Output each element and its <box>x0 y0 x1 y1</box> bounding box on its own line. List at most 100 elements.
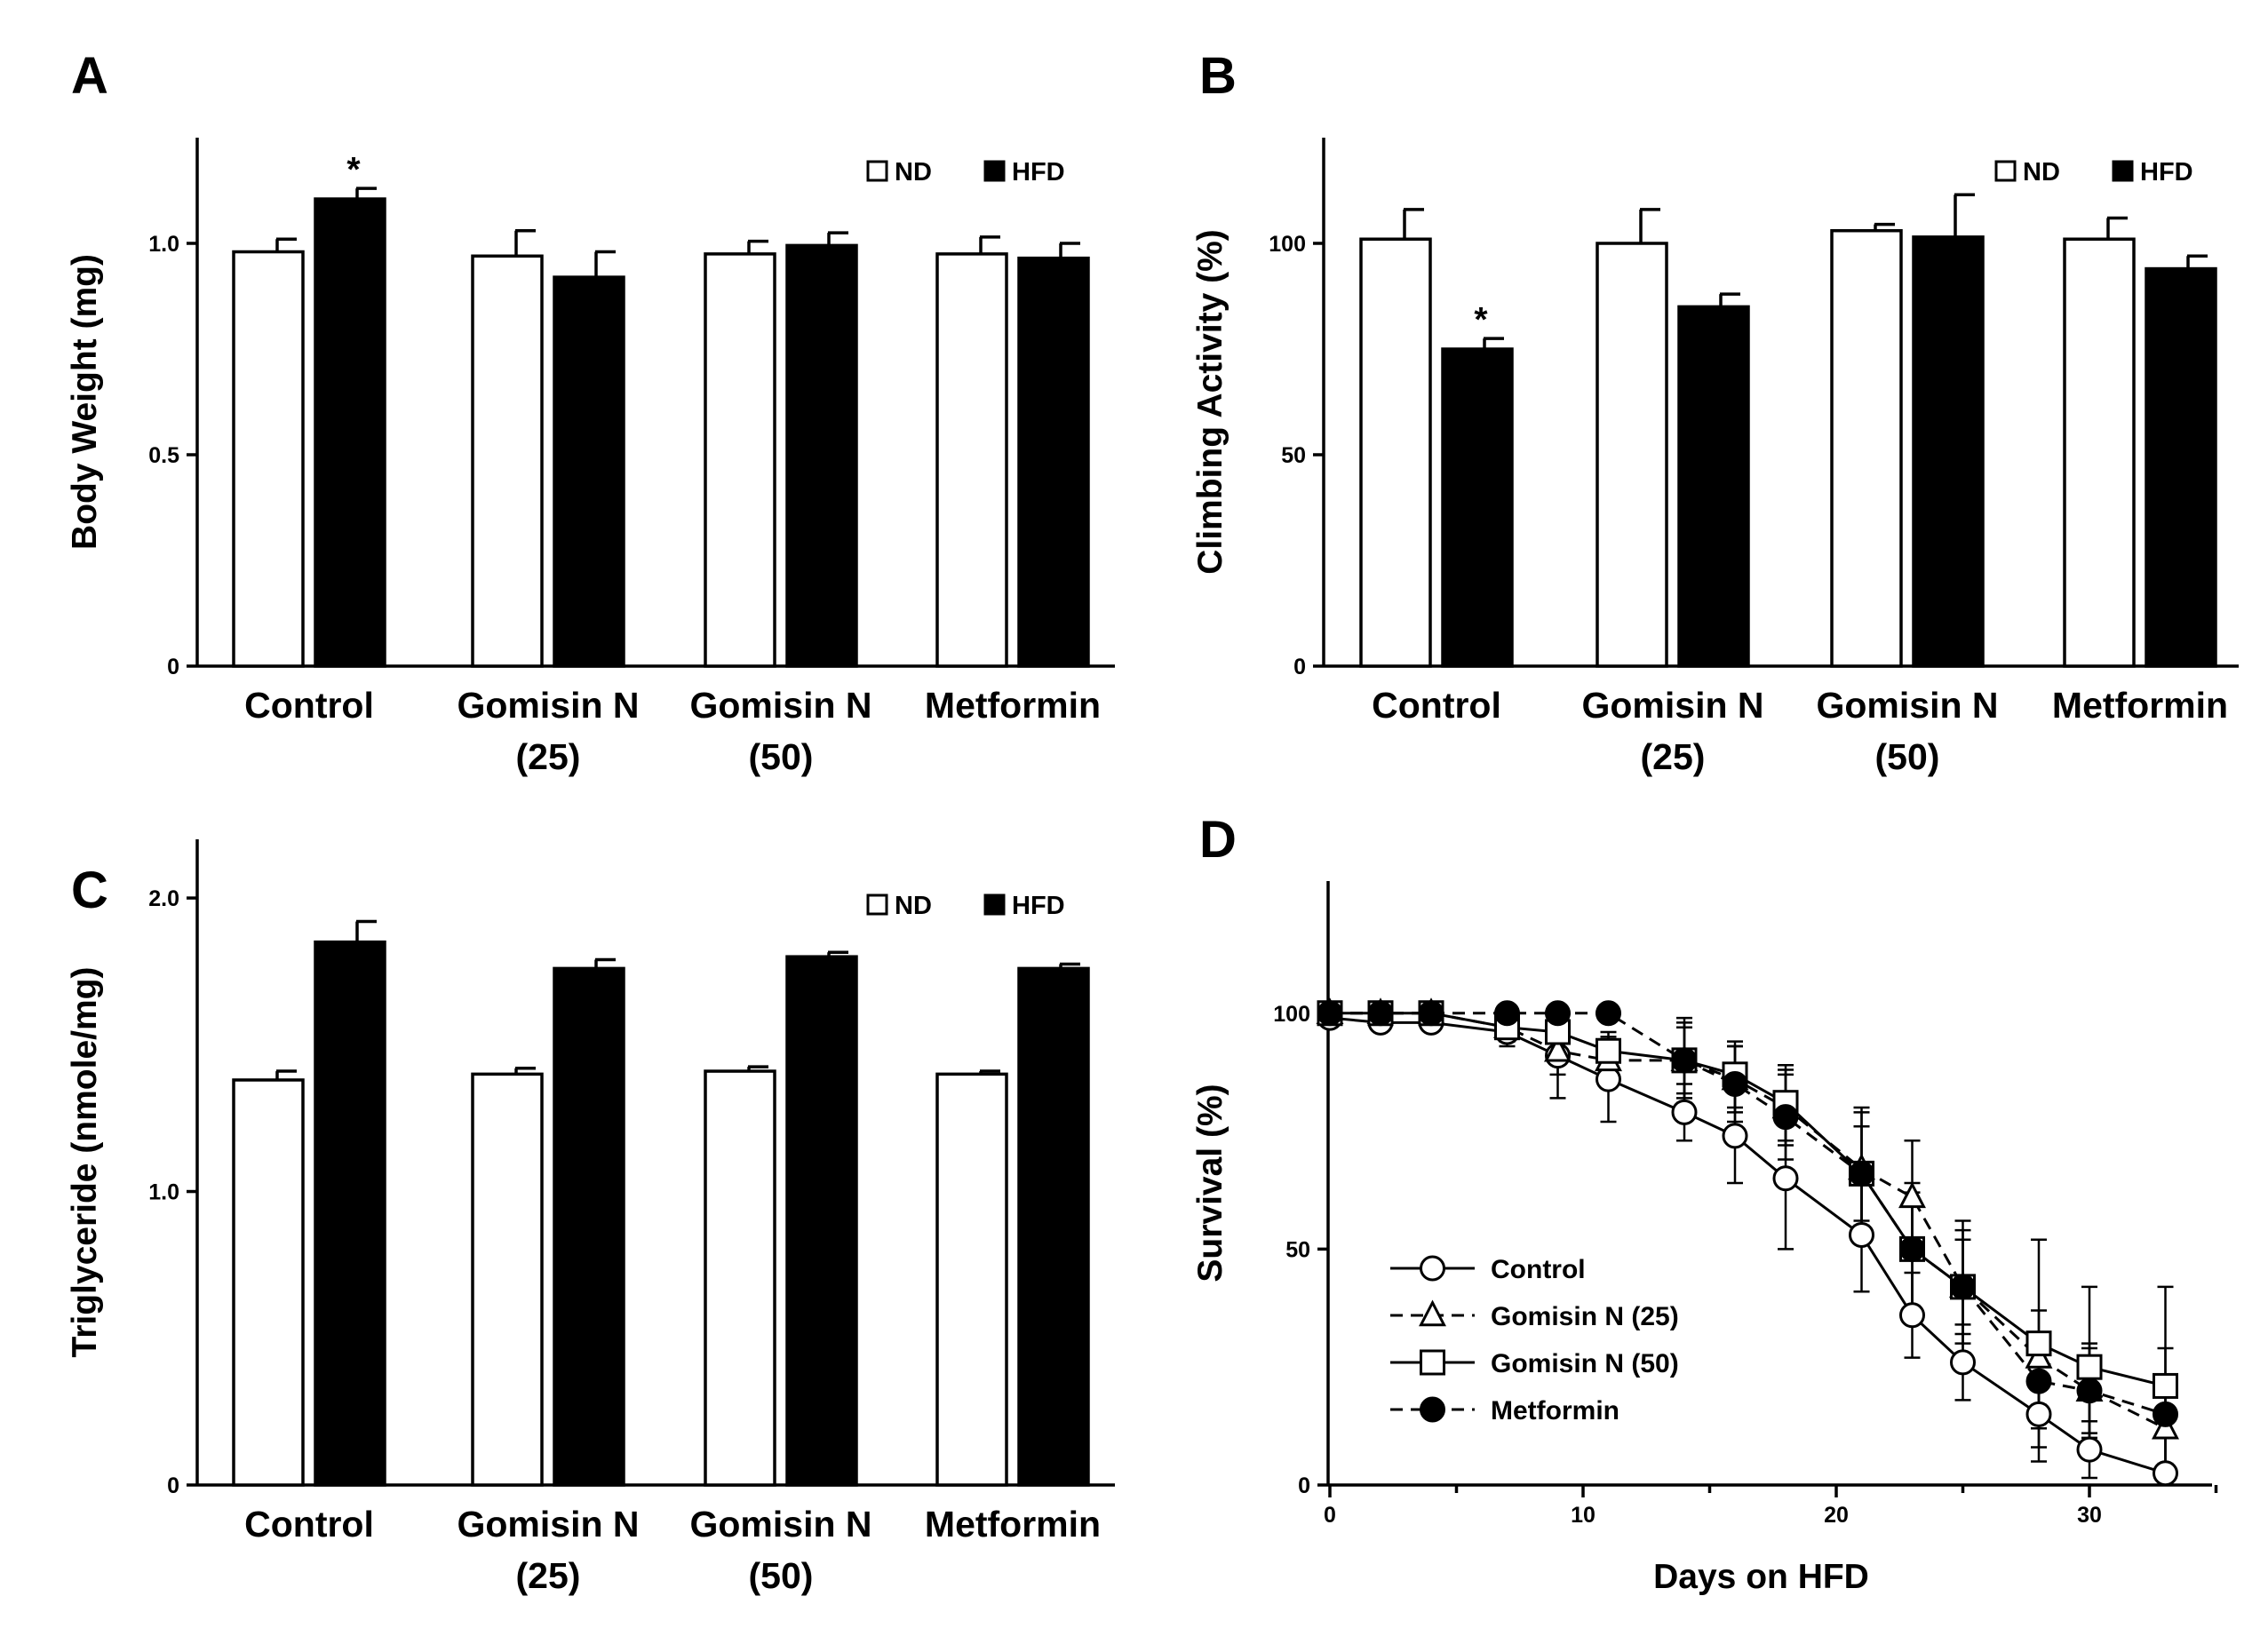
legend-swatch-nd <box>1994 160 2017 182</box>
data-point-gomisin-n-50 <box>2025 1330 2052 1357</box>
data-point-gomisin-n-50 <box>2076 1354 2103 1380</box>
bar-hfd <box>1017 966 1090 1487</box>
bar-hfd <box>314 197 386 668</box>
y-tick-label: 0.5 <box>148 443 179 468</box>
category-label: Control <box>244 685 374 726</box>
legend-label: HFD <box>1012 892 1065 920</box>
panel-letter-b: B <box>1199 47 1237 105</box>
bar-nd <box>935 252 1008 668</box>
data-point-metformin <box>1418 1000 1444 1027</box>
y-tick-label: 0 <box>1298 1473 1310 1498</box>
category-label: Gomisin N <box>457 1504 639 1545</box>
y-tick-label: 50 <box>1281 443 1306 468</box>
y-tick-label: 100 <box>1269 232 1306 257</box>
legend-marker <box>1420 1255 1445 1282</box>
significance-asterisk: * <box>1474 301 1488 339</box>
bar-nd <box>2063 237 2136 668</box>
panel-a: A 0 0.5 1.0 Body Weight (mg) * Control Gomisin… <box>66 47 1115 777</box>
data-point-metformin <box>1899 1235 1925 1262</box>
legend-swatch-nd <box>866 893 888 916</box>
y-tick-label: 0 <box>167 1473 179 1498</box>
panel-letter-d: D <box>1199 811 1237 869</box>
data-point-gomisin-n-25 <box>1544 1035 1572 1062</box>
bar-hfd <box>553 275 625 668</box>
y-axis-label: Triglyceride (nmole/mg) <box>66 967 104 1358</box>
category-label: Gomisin N <box>457 685 639 726</box>
y-axis-label: Survival (%) <box>1191 1084 1229 1282</box>
legend-label: ND <box>895 892 932 920</box>
legend-label: ND <box>2023 158 2060 187</box>
data-point-gomisin-n-50 <box>2153 1372 2178 1399</box>
data-point-control <box>2076 1436 2103 1463</box>
y-axis-label: Climbing Activity (%) <box>1191 229 1229 575</box>
data-point-control <box>1722 1123 1748 1149</box>
x-axis-label: Days on HFD <box>1653 1558 1869 1596</box>
panel-letter-a: A <box>71 47 108 105</box>
y-tick-label: 2.0 <box>148 886 179 911</box>
legend-swatch-hfd <box>983 893 1006 916</box>
category-label: (50) <box>749 736 814 777</box>
x-tick-label: 10 <box>1571 1503 1596 1528</box>
panel-b: B 0 50 100 Climbing Activity (%) * Control Gom… <box>1191 47 2239 777</box>
y-tick-label: 1.0 <box>148 1180 179 1205</box>
bar-nd <box>1359 237 1432 668</box>
category-label: Gomisin N <box>1816 685 1998 726</box>
data-point-metformin <box>1545 1000 1571 1027</box>
data-point-control <box>1671 1099 1698 1125</box>
category-label: (25) <box>1641 736 1706 777</box>
category-label: Metformin <box>925 1504 1101 1545</box>
bar-nd <box>471 254 544 668</box>
bar-hfd <box>1441 347 1514 668</box>
y-tick-label: 100 <box>1273 1002 1310 1027</box>
y-tick-label: 0 <box>167 655 179 679</box>
legend-swatch-hfd <box>2112 160 2134 182</box>
category-label: Gomisin N <box>1581 685 1763 726</box>
data-point-gomisin-n-50 <box>1596 1037 1621 1064</box>
bar-hfd <box>785 243 858 668</box>
category-label: (25) <box>516 1555 581 1596</box>
data-point-control <box>2153 1460 2178 1487</box>
data-point-metformin <box>1772 1104 1799 1131</box>
data-point-metformin <box>1849 1160 1874 1187</box>
data-point-metformin <box>1317 1000 1343 1027</box>
y-tick-label: 0 <box>1293 655 1306 679</box>
legend-swatch-nd <box>866 160 888 182</box>
significance-asterisk: * <box>346 151 361 189</box>
bar-hfd <box>1912 235 1985 668</box>
category-label: Gomisin N <box>689 1504 871 1545</box>
category-label: Metformin <box>2052 685 2228 726</box>
panel-c: C 0 1.0 2.0 Triglyceride (nmole/mg) Control G… <box>66 839 1115 1596</box>
bar-nd <box>704 252 776 668</box>
legend-label: HFD <box>2140 158 2193 187</box>
data-point-control <box>1950 1349 1976 1376</box>
data-point-metformin <box>1950 1274 1976 1300</box>
category-label: Metformin <box>925 685 1101 726</box>
category-label: (25) <box>516 736 581 777</box>
category-label: Control <box>1372 685 1501 726</box>
bar-hfd <box>553 966 625 1487</box>
data-point-metformin <box>2025 1368 2052 1394</box>
legend-label: HFD <box>1012 158 1065 187</box>
x-tick-label: 0 <box>1324 1503 1336 1528</box>
bar-hfd <box>1017 256 1090 668</box>
category-label: Control <box>244 1504 374 1545</box>
category-label: (50) <box>749 1555 814 1596</box>
bar-nd <box>1596 242 1668 668</box>
panel-letter-c: C <box>71 862 108 919</box>
panel-d: D 0 50 100 0 10 20 30 Survival (%) Days on HFD Co… <box>1191 811 2218 1596</box>
bar-hfd <box>1677 305 1750 668</box>
data-point-control <box>1772 1165 1799 1192</box>
bar-nd <box>232 250 305 668</box>
bar-nd <box>1830 228 1903 668</box>
y-tick-label: 1.0 <box>148 232 179 257</box>
series-line-metformin <box>1330 1012 2166 1416</box>
legend-label: Gomisin N (50) <box>1491 1349 1679 1378</box>
y-axis-label: Body Weight (mg) <box>66 254 104 550</box>
category-label: Gomisin N <box>689 685 871 726</box>
x-tick-label: 30 <box>2077 1503 2102 1528</box>
data-point-gomisin-n-25 <box>1898 1181 1926 1209</box>
data-point-control <box>2025 1401 2052 1427</box>
data-point-metformin <box>1722 1070 1748 1097</box>
data-point-control <box>1899 1302 1925 1329</box>
